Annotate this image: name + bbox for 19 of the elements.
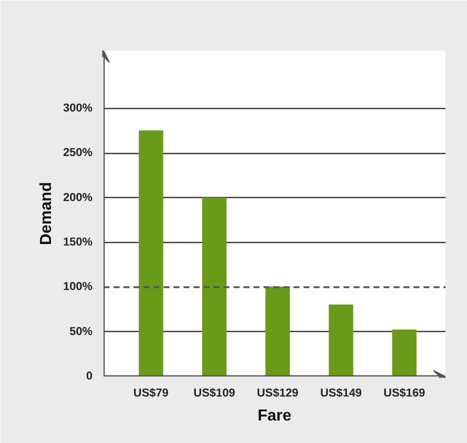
x-tick-label: US$169 (384, 388, 426, 400)
x-tick-label: US$109 (194, 388, 236, 400)
bar (265, 286, 290, 376)
y-tick-label: 150% (63, 236, 93, 249)
bar (392, 330, 417, 376)
bar (202, 197, 227, 376)
y-tick-label: 0 (86, 370, 93, 382)
bar (328, 304, 354, 376)
x-axis-title: Fare (258, 408, 292, 424)
x-tick-label: US$79 (133, 388, 169, 400)
bar (138, 130, 164, 376)
x-tick-label: US$129 (256, 388, 298, 400)
y-tick-label: 50% (69, 326, 93, 338)
y-tick-label: 100% (63, 281, 93, 294)
y-tick-label: 300% (63, 102, 93, 115)
y-tick-label: 200% (63, 192, 93, 204)
y-axis-title: Demand (38, 182, 56, 246)
x-tick-label: US$149 (320, 388, 362, 400)
y-tick-label: 250% (63, 147, 93, 160)
